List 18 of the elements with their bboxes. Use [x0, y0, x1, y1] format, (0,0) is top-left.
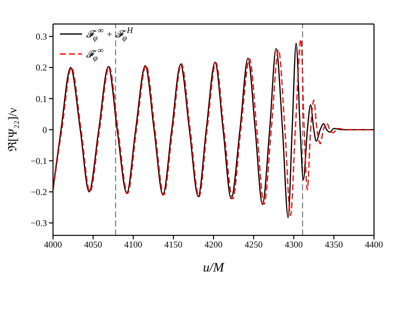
y-tick-label: 0.2	[36, 62, 47, 73]
x-tick-label: 4350	[324, 240, 344, 250]
x-tick-label: 4400	[365, 240, 384, 250]
y-tick-label: 0	[42, 124, 48, 135]
x-tick-label: 4100	[124, 240, 143, 250]
y-tick-label: −0.1	[30, 156, 47, 166]
x-tick-label: 4150	[164, 240, 183, 250]
x-tick-label: 4000	[44, 240, 62, 250]
y-tick-label: 0.3	[36, 32, 48, 42]
y-tick-label: −0.3	[30, 218, 48, 228]
y-tick-label: 0.1	[36, 94, 47, 104]
y-axis-title: ℜ[Ψ₂₂]/ν	[5, 107, 20, 152]
x-tick-label: 4300	[284, 240, 304, 250]
x-tick-label: 4200	[204, 240, 223, 250]
y-tick-label: −0.2	[30, 187, 47, 198]
x-axis-title: u/M	[203, 259, 226, 274]
x-tick-label: 4050	[84, 240, 103, 250]
x-tick-label: 4250	[244, 240, 264, 250]
